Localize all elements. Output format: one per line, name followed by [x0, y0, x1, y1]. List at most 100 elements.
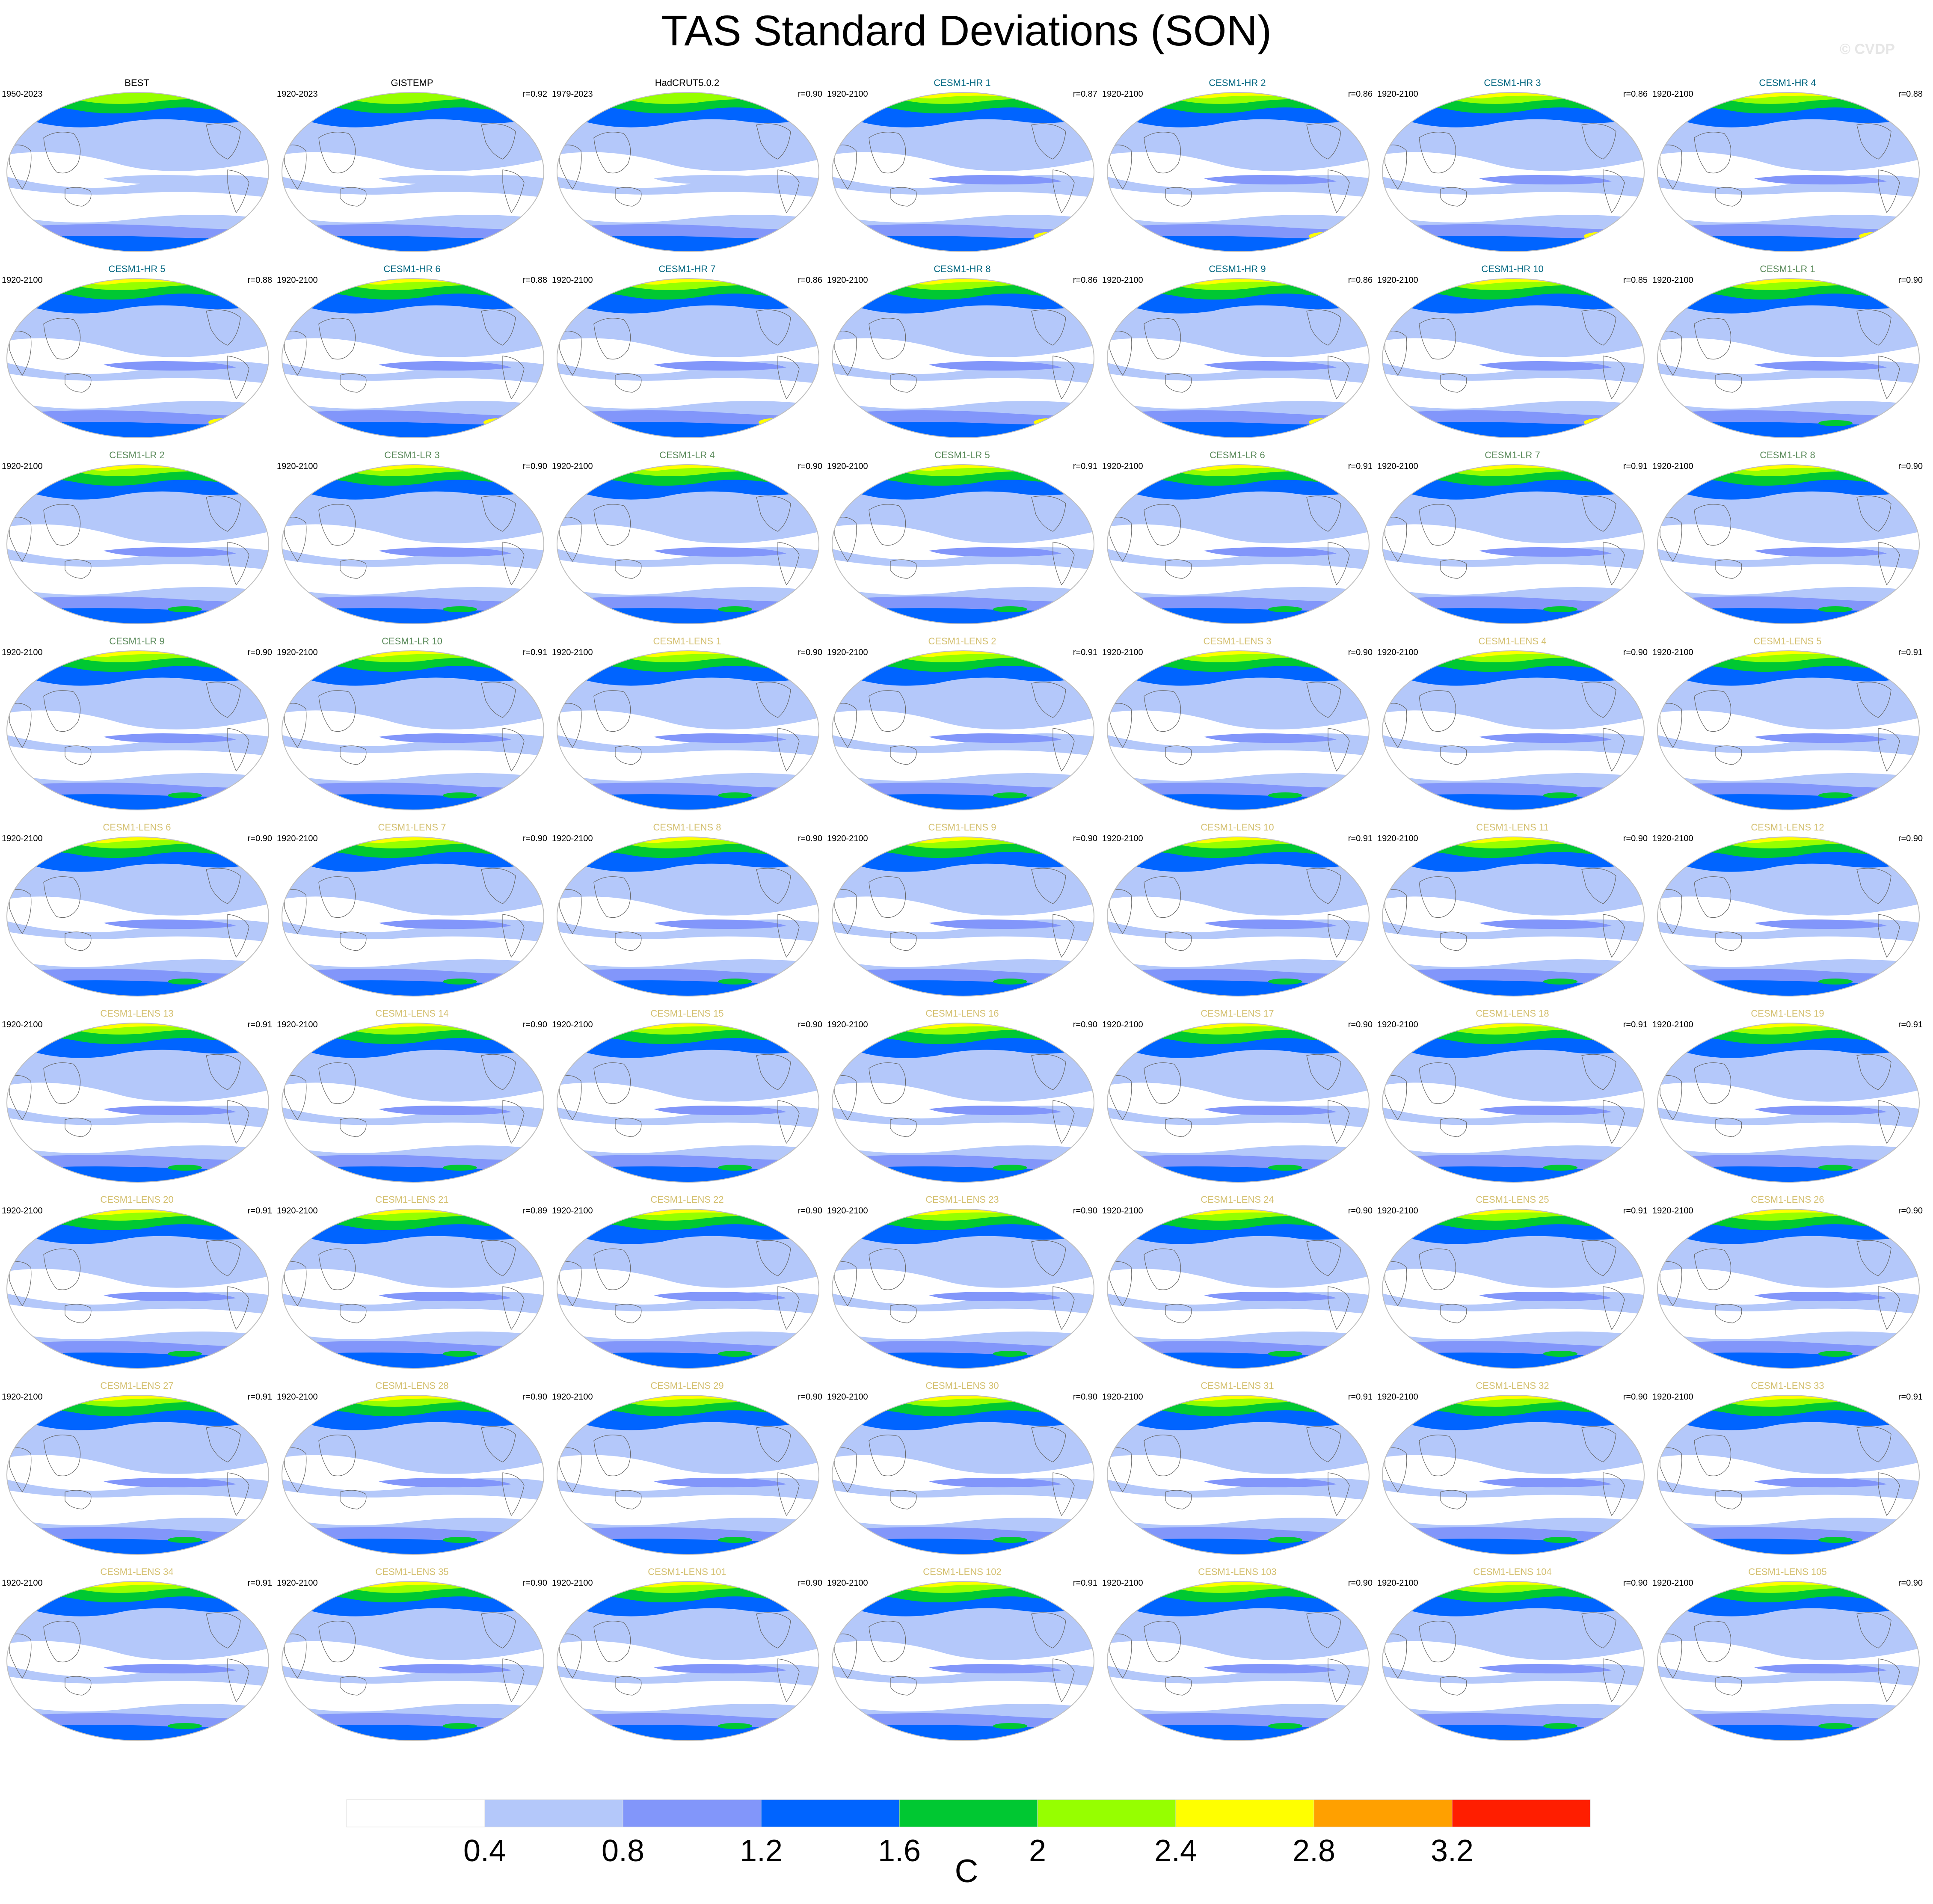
panel-map — [832, 278, 1094, 438]
map-panel: 1920-2100 CESM1-HR 3 r=0.86 — [1376, 76, 1649, 260]
panel-correlation: r=0.86 — [1348, 89, 1373, 99]
southern-ocean-band-strong — [832, 980, 1094, 996]
low-variability-band — [282, 559, 544, 595]
continent-africa-outline — [284, 889, 307, 934]
globe-outline — [1657, 278, 1920, 438]
continent-asia-outline — [1694, 132, 1731, 174]
panel-correlation: r=0.85 — [1623, 276, 1648, 285]
southern-ocean-band-strong — [282, 1166, 544, 1182]
low-variability-band — [1657, 931, 1919, 967]
low-variability-band — [557, 1118, 819, 1153]
continent-asia-outline — [1694, 1062, 1731, 1104]
southern-ocean-band-strong — [282, 794, 544, 810]
panel-map — [282, 1023, 544, 1183]
southern-ocean-hotspot — [168, 1165, 202, 1171]
continent-africa-outline — [1385, 1634, 1407, 1679]
continent-north-america-outline — [1581, 1426, 1616, 1462]
continent-asia-outline — [1419, 132, 1456, 174]
map-panel: 1920-2100 CESM1-LENS 102 r=0.91 — [825, 1565, 1099, 1749]
continent-north-america-outline — [1031, 682, 1066, 718]
continent-asia-outline — [593, 876, 631, 918]
panel-correlation: r=0.90 — [522, 1392, 547, 1402]
low-variability-band — [1657, 1490, 1919, 1525]
panel-correlation: r=0.90 — [1348, 1020, 1373, 1029]
continent-asia-outline — [43, 132, 81, 174]
continent-south-america-outline — [777, 542, 800, 586]
equatorial-pacific-tongue — [654, 1291, 786, 1302]
panel-title: CESM1-LENS 5 — [1753, 636, 1822, 647]
map-panel: 1920-2100 CESM1-LENS 10 r=0.91 — [1100, 821, 1374, 1005]
low-variability-band — [832, 559, 1094, 595]
continent-africa-outline — [834, 145, 857, 190]
continent-asia-outline — [1419, 1621, 1456, 1663]
continent-australia-outline — [340, 1118, 367, 1137]
continent-north-america-outline — [481, 123, 516, 160]
equatorial-pacific-tongue — [1754, 175, 1887, 185]
southern-ocean-band-strong — [1107, 1352, 1369, 1368]
panel-correlation: r=0.89 — [522, 1206, 547, 1216]
southern-ocean-hotspot — [1543, 979, 1577, 985]
equatorial-pacific-tongue — [929, 919, 1061, 929]
continent-australia-outline — [1440, 1490, 1467, 1510]
continent-south-america-outline — [1603, 1472, 1625, 1516]
panel-correlation: r=0.91 — [1348, 1392, 1373, 1402]
panel-map — [832, 464, 1094, 624]
low-variability-band — [1382, 152, 1644, 188]
continent-north-america-outline — [1856, 868, 1891, 904]
southern-ocean-band-strong — [1107, 980, 1369, 996]
panel-title: CESM1-LENS 21 — [375, 1194, 449, 1205]
low-variability-band — [7, 710, 269, 746]
globe-outline — [1382, 650, 1645, 810]
panel-correlation: r=0.90 — [1898, 1206, 1923, 1216]
continent-north-america-outline — [1856, 123, 1891, 160]
continent-asia-outline — [43, 504, 81, 546]
continent-australia-outline — [1440, 187, 1467, 207]
globe-outline — [1382, 1023, 1645, 1183]
continent-north-america-outline — [1306, 1612, 1341, 1649]
continent-australia-outline — [615, 373, 642, 393]
continent-south-america-outline — [1603, 914, 1625, 958]
southern-ocean-band-strong — [282, 422, 544, 438]
continent-australia-outline — [1165, 1304, 1192, 1323]
map-panel: 1920-2100 CESM1-LENS 26 r=0.90 — [1651, 1193, 1924, 1377]
continent-australia-outline — [615, 1490, 642, 1510]
continent-africa-outline — [284, 517, 307, 562]
low-variability-band — [1107, 1455, 1369, 1491]
continent-asia-outline — [43, 876, 81, 918]
panel-map — [557, 278, 819, 438]
continent-asia-outline — [1419, 690, 1456, 732]
panel-title: CESM1-LR 1 — [1760, 264, 1815, 274]
continent-north-america-outline — [756, 868, 791, 904]
low-variability-band — [832, 1118, 1094, 1153]
continent-asia-outline — [318, 690, 356, 732]
continent-australia-outline — [1715, 373, 1742, 393]
colorbar-swatch — [1452, 1799, 1591, 1827]
panel-map — [1657, 92, 1920, 252]
colorbar-swatch — [623, 1799, 762, 1827]
continent-australia-outline — [890, 187, 917, 207]
map-panel: 1920-2100 CESM1-LENS 20 r=0.91 — [0, 1193, 274, 1377]
globe-outline — [557, 1581, 819, 1741]
continent-north-america-outline — [481, 682, 516, 718]
map-panel: 1920-2100 CESM1-LENS 33 r=0.91 — [1651, 1379, 1924, 1563]
equatorial-pacific-tongue — [1754, 733, 1887, 743]
panel-correlation: r=0.92 — [522, 89, 547, 99]
low-variability-band — [1107, 1082, 1369, 1118]
low-variability-band — [557, 373, 819, 409]
globe-outline — [1382, 1581, 1645, 1741]
low-variability-band — [1657, 1269, 1919, 1305]
continent-africa-outline — [834, 703, 857, 748]
panel-correlation: r=0.91 — [1073, 462, 1097, 471]
continent-asia-outline — [318, 876, 356, 918]
panel-correlation: r=0.91 — [1898, 1020, 1923, 1029]
low-variability-band — [7, 1269, 269, 1305]
panel-map — [1107, 1395, 1370, 1555]
southern-ocean-band-strong — [557, 608, 819, 624]
continent-africa-outline — [1385, 331, 1407, 376]
map-panel: 1979-2023 HadCRUT5.0.2 r=0.90 — [550, 76, 824, 260]
panel-years: 1920-2100 — [552, 462, 593, 471]
globe-outline — [1107, 92, 1370, 252]
continent-asia-outline — [43, 1435, 81, 1477]
continent-australia-outline — [1440, 745, 1467, 765]
southern-ocean-hotspot — [1543, 1537, 1577, 1543]
